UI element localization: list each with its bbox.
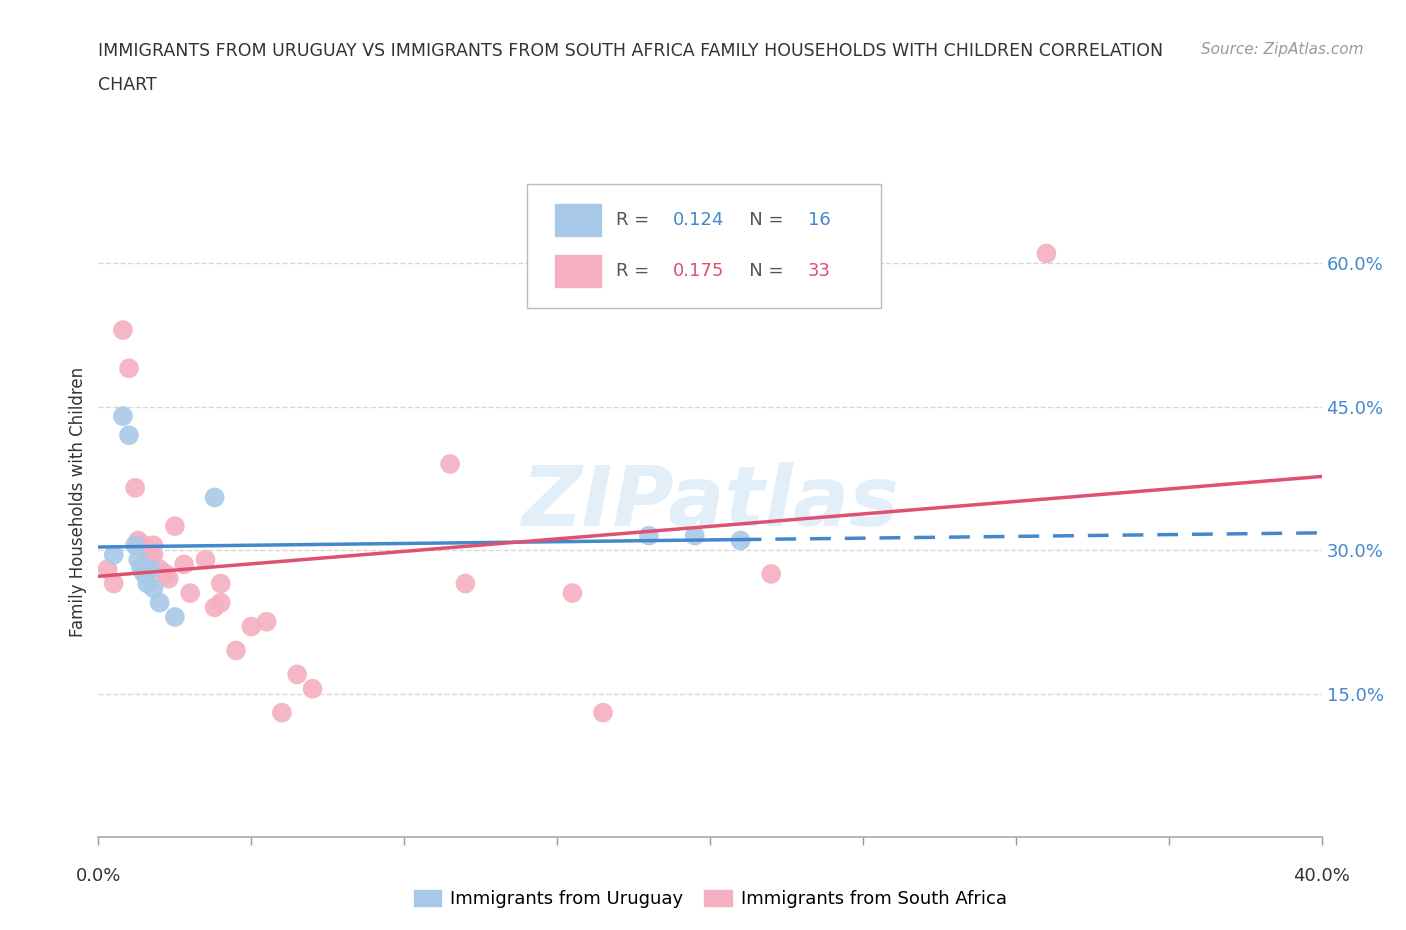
FancyBboxPatch shape [526, 184, 882, 308]
Text: CHART: CHART [98, 76, 157, 94]
Point [204, 490, 226, 505]
Point [301, 682, 323, 697]
Text: Source: ZipAtlas.com: Source: ZipAtlas.com [1201, 42, 1364, 57]
Point [124, 538, 146, 552]
Point [730, 533, 752, 548]
Text: R =: R = [616, 262, 655, 280]
Point [759, 566, 782, 581]
Point [270, 705, 292, 720]
Text: N =: N = [733, 262, 789, 280]
Text: 40.0%: 40.0% [1294, 867, 1350, 885]
Point [124, 481, 146, 496]
Point [439, 457, 461, 472]
Point [142, 538, 165, 552]
Point [256, 615, 278, 630]
Point [142, 548, 165, 563]
Point [209, 576, 232, 591]
Point [139, 548, 162, 563]
Point [592, 705, 614, 720]
Point [103, 548, 125, 563]
Point [134, 538, 156, 552]
Point [127, 533, 149, 548]
Point [111, 323, 134, 338]
Point [637, 528, 661, 543]
Point [129, 562, 152, 577]
Bar [555, 255, 602, 287]
Point [561, 586, 583, 601]
Point [163, 519, 186, 534]
Point [136, 576, 159, 591]
Point [157, 571, 180, 586]
Point [149, 595, 172, 610]
Point [683, 528, 706, 543]
Point [163, 609, 186, 624]
Bar [555, 204, 602, 235]
Point [209, 595, 232, 610]
Point [173, 557, 195, 572]
Legend: Immigrants from Uruguay, Immigrants from South Africa: Immigrants from Uruguay, Immigrants from… [406, 883, 1014, 915]
Point [240, 619, 263, 634]
Text: IMMIGRANTS FROM URUGUAY VS IMMIGRANTS FROM SOUTH AFRICA FAMILY HOUSEHOLDS WITH C: IMMIGRANTS FROM URUGUAY VS IMMIGRANTS FR… [98, 42, 1164, 60]
Text: 0.0%: 0.0% [76, 867, 121, 885]
Text: R =: R = [616, 210, 655, 229]
Point [194, 552, 217, 567]
Point [134, 566, 156, 581]
Text: 16: 16 [808, 210, 831, 229]
Point [142, 581, 165, 596]
Point [118, 361, 141, 376]
Point [127, 552, 149, 567]
Point [139, 562, 162, 577]
Point [155, 566, 177, 581]
Text: 0.124: 0.124 [673, 210, 724, 229]
Point [179, 586, 201, 601]
Point [118, 428, 141, 443]
Point [97, 562, 120, 577]
Point [111, 408, 134, 423]
Text: N =: N = [733, 210, 789, 229]
Point [454, 576, 477, 591]
Point [1035, 246, 1057, 261]
Point [225, 643, 247, 658]
Text: 33: 33 [808, 262, 831, 280]
Point [204, 600, 226, 615]
Point [136, 552, 159, 567]
Text: ZIPatlas: ZIPatlas [522, 461, 898, 543]
Y-axis label: Family Households with Children: Family Households with Children [69, 367, 87, 637]
Point [103, 576, 125, 591]
Text: 0.175: 0.175 [673, 262, 724, 280]
Point [285, 667, 308, 682]
Point [149, 562, 172, 577]
